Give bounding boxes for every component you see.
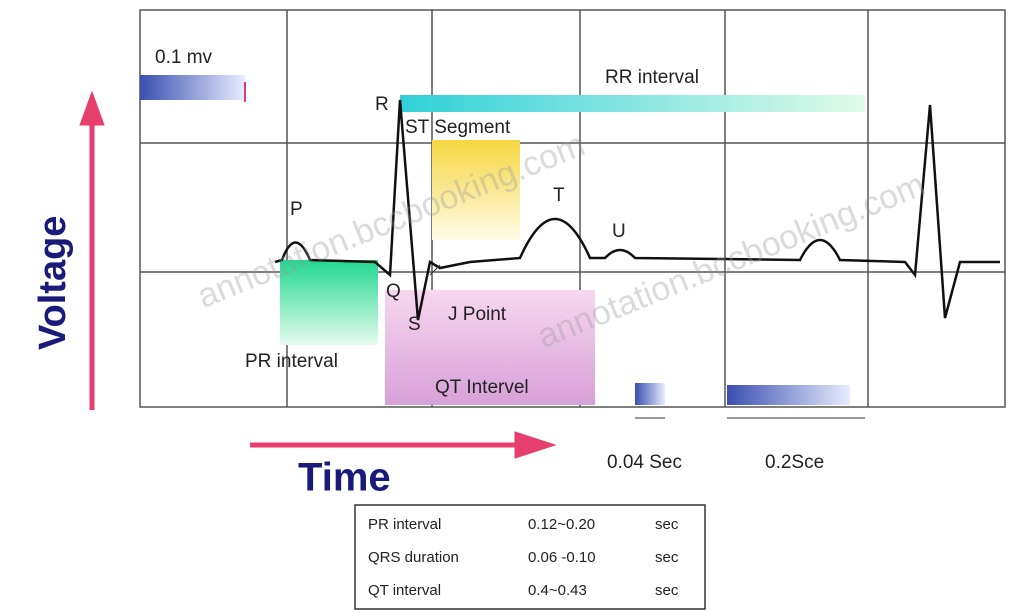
label: P [290,199,303,220]
label: S [408,314,421,335]
table-cell: 0.4~0.43 [528,582,587,599]
ecg-trace [274,99,1000,321]
label: Q [386,281,401,302]
label: QT Intervel [435,377,529,398]
label: J Point [448,304,507,325]
label: 0.04 Sec [607,452,682,473]
axis-label: Voltage [32,216,74,350]
table-cell: sec [655,549,679,566]
table-box [354,504,706,610]
axis-label: Time [298,456,391,500]
table-cell: 0.06 -0.10 [528,549,596,566]
label: PR interval [245,351,338,372]
table: PR interval 0.12~0.20 sec QRS duration 0.06 … [368,516,679,599]
arrows [79,82,557,459]
scale-ticks [429,264,865,419]
label: U [612,221,626,242]
label: T [553,185,565,206]
table-cell: 0.12~0.20 [528,516,595,533]
label: RR interval [605,67,699,88]
label: 0.2Sce [765,452,824,473]
table-cell: QRS duration [368,549,459,566]
table-cell: QT interval [368,582,441,599]
label: ST Segment [405,117,511,138]
table-cell: sec [655,516,679,533]
table-cell: PR interval [368,516,441,533]
table-cell: sec [655,582,679,599]
label: R [375,94,389,115]
highlights [140,75,865,405]
label: 0.1 mv [155,47,213,68]
